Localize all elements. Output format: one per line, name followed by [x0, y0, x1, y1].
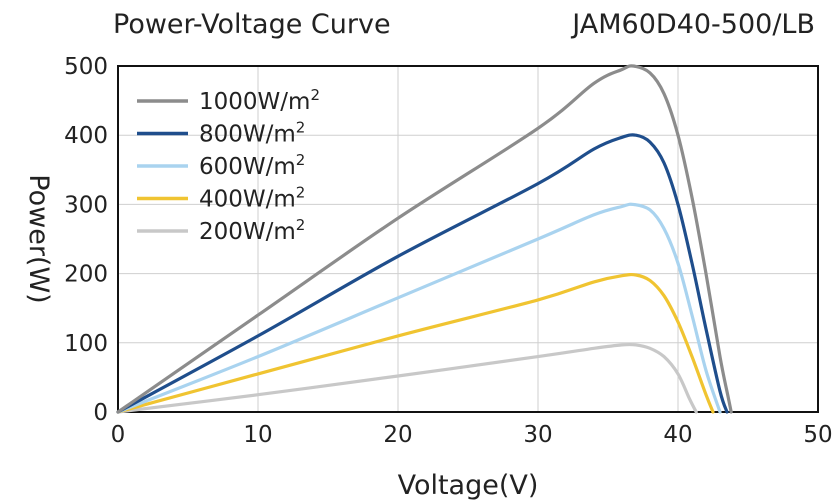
series-line: [116, 342, 698, 414]
series-lines: [116, 64, 733, 414]
chart-model-number: JAM60D40-500/LB: [570, 9, 815, 40]
legend-label: 400W/m2: [199, 184, 305, 213]
y-tick-label: 400: [64, 123, 108, 149]
plot-area-frame: [117, 65, 819, 413]
legend-superscript: 2: [296, 151, 306, 169]
legend-superscript: 2: [296, 216, 306, 234]
chart-title: Power-Voltage Curve: [113, 9, 391, 40]
legend-label: 1000W/m2: [199, 86, 320, 115]
series-line: [116, 202, 722, 414]
series-line: [116, 64, 733, 414]
legend-label: 200W/m2: [199, 216, 305, 245]
legend-label: 600W/m2: [199, 151, 305, 180]
y-tick-label: 200: [64, 262, 108, 288]
x-tick-label: 30: [523, 422, 552, 448]
x-tick-label: 40: [663, 422, 692, 448]
y-tick-label: 100: [64, 331, 108, 357]
y-tick-label: 500: [64, 54, 108, 80]
x-tick-label: 50: [803, 422, 832, 448]
grid-lines: [118, 66, 818, 412]
y-tick-label: 0: [93, 400, 108, 426]
x-tick-label: 10: [243, 422, 272, 448]
legend: 1000W/m2 800W/m2 600W/m2 400W/m2 200W/m2: [137, 86, 320, 245]
legend-superscript: 2: [296, 184, 306, 202]
legend-label: 800W/m2: [199, 119, 305, 148]
x-tick-label: 20: [383, 422, 412, 448]
series-line: [116, 133, 729, 414]
series-line: [116, 272, 715, 414]
x-axis-label: Voltage(V): [398, 470, 539, 501]
y-axis-label: Power(W): [23, 174, 54, 303]
y-tick-label: 300: [64, 192, 108, 218]
x-tick-label: 0: [111, 422, 126, 448]
legend-superscript: 2: [296, 119, 306, 137]
legend-superscript: 2: [310, 86, 320, 104]
